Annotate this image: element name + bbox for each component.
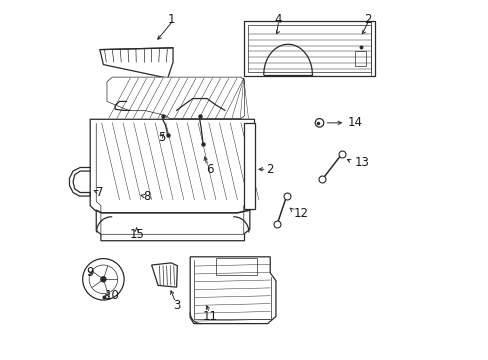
Polygon shape: [107, 77, 244, 118]
Text: 1: 1: [167, 13, 175, 27]
Text: 2: 2: [363, 13, 371, 27]
Circle shape: [107, 155, 123, 171]
Text: 10: 10: [104, 288, 119, 302]
Text: 8: 8: [143, 190, 151, 203]
Text: 5: 5: [158, 131, 165, 144]
Text: 7: 7: [96, 186, 103, 199]
Circle shape: [82, 258, 124, 300]
Text: 15: 15: [129, 228, 144, 241]
Circle shape: [315, 118, 323, 127]
Circle shape: [101, 276, 106, 282]
Polygon shape: [244, 123, 254, 208]
Text: 2: 2: [265, 163, 273, 176]
Text: 11: 11: [203, 310, 218, 323]
Text: 4: 4: [274, 13, 282, 27]
Text: 6: 6: [205, 163, 213, 176]
Text: 3: 3: [173, 299, 180, 312]
Polygon shape: [90, 119, 254, 241]
Text: 13: 13: [354, 156, 368, 169]
Polygon shape: [151, 263, 177, 287]
Circle shape: [89, 265, 118, 294]
Polygon shape: [190, 257, 275, 324]
Text: 12: 12: [293, 207, 308, 220]
Polygon shape: [244, 21, 374, 76]
Polygon shape: [100, 48, 173, 78]
Text: 14: 14: [347, 116, 363, 129]
Text: 9: 9: [86, 266, 94, 279]
